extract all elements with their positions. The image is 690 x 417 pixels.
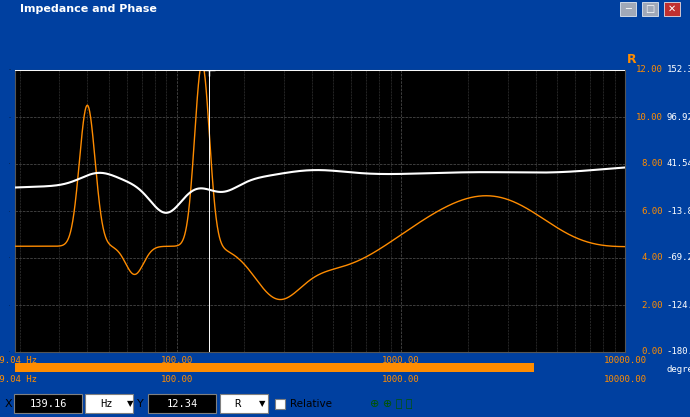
Bar — [148, 394, 216, 413]
Text: 8.00: 8.00 — [642, 159, 663, 168]
Text: X: X — [5, 399, 12, 409]
Bar — [85, 394, 133, 413]
Text: R: R — [234, 399, 240, 409]
Bar — [15, 363, 533, 372]
Text: Y: Y — [137, 399, 144, 409]
Text: -124.62: -124.62 — [667, 301, 690, 309]
Text: 12.34: 12.34 — [166, 399, 197, 409]
Text: 41.54: 41.54 — [667, 159, 690, 168]
Text: Impedance and Phase: Impedance and Phase — [20, 4, 157, 14]
Text: 12.00: 12.00 — [636, 65, 663, 75]
Text: 1000.00: 1000.00 — [382, 375, 420, 384]
Text: Hz: Hz — [100, 399, 112, 409]
Text: 2.00: 2.00 — [642, 301, 663, 309]
Text: 10000.00: 10000.00 — [604, 356, 647, 365]
Bar — [664, 2, 680, 16]
Text: 100.00: 100.00 — [160, 356, 193, 365]
Text: 0.00: 0.00 — [642, 347, 663, 357]
Text: R: R — [627, 53, 636, 66]
Text: 4.00: 4.00 — [642, 254, 663, 262]
Text: Relative: Relative — [290, 399, 332, 409]
Text: 152.31: 152.31 — [667, 65, 690, 75]
Text: 19.04 Hz: 19.04 Hz — [0, 356, 37, 365]
Text: degrees: degrees — [667, 364, 690, 374]
Bar — [220, 394, 268, 413]
Text: 100.00: 100.00 — [160, 375, 193, 384]
Text: 1000.00: 1000.00 — [382, 356, 420, 365]
Text: 19.04 Hz: 19.04 Hz — [0, 375, 37, 384]
Text: ▼: ▼ — [127, 399, 133, 409]
Text: -13.85: -13.85 — [667, 206, 690, 216]
Text: 10.00: 10.00 — [636, 113, 663, 121]
Text: ─: ─ — [625, 4, 631, 14]
Text: ✕: ✕ — [668, 4, 676, 14]
Bar — [275, 399, 285, 409]
Text: 96.92: 96.92 — [667, 113, 690, 121]
Bar — [0, 415, 690, 417]
Text: 10000.00: 10000.00 — [604, 375, 647, 384]
Text: -69.23: -69.23 — [667, 254, 690, 262]
Bar — [0, 390, 690, 392]
Bar — [620, 2, 636, 16]
Text: 6.00: 6.00 — [642, 206, 663, 216]
Text: -180.00: -180.00 — [667, 347, 690, 357]
Text: 139.16: 139.16 — [29, 399, 67, 409]
Text: ▼: ▼ — [259, 399, 266, 409]
Text: □: □ — [645, 4, 655, 14]
Text: ⊕ ⊕ 🔼 🔄: ⊕ ⊕ 🔼 🔄 — [370, 399, 413, 409]
Bar — [642, 2, 658, 16]
Bar — [14, 394, 82, 413]
